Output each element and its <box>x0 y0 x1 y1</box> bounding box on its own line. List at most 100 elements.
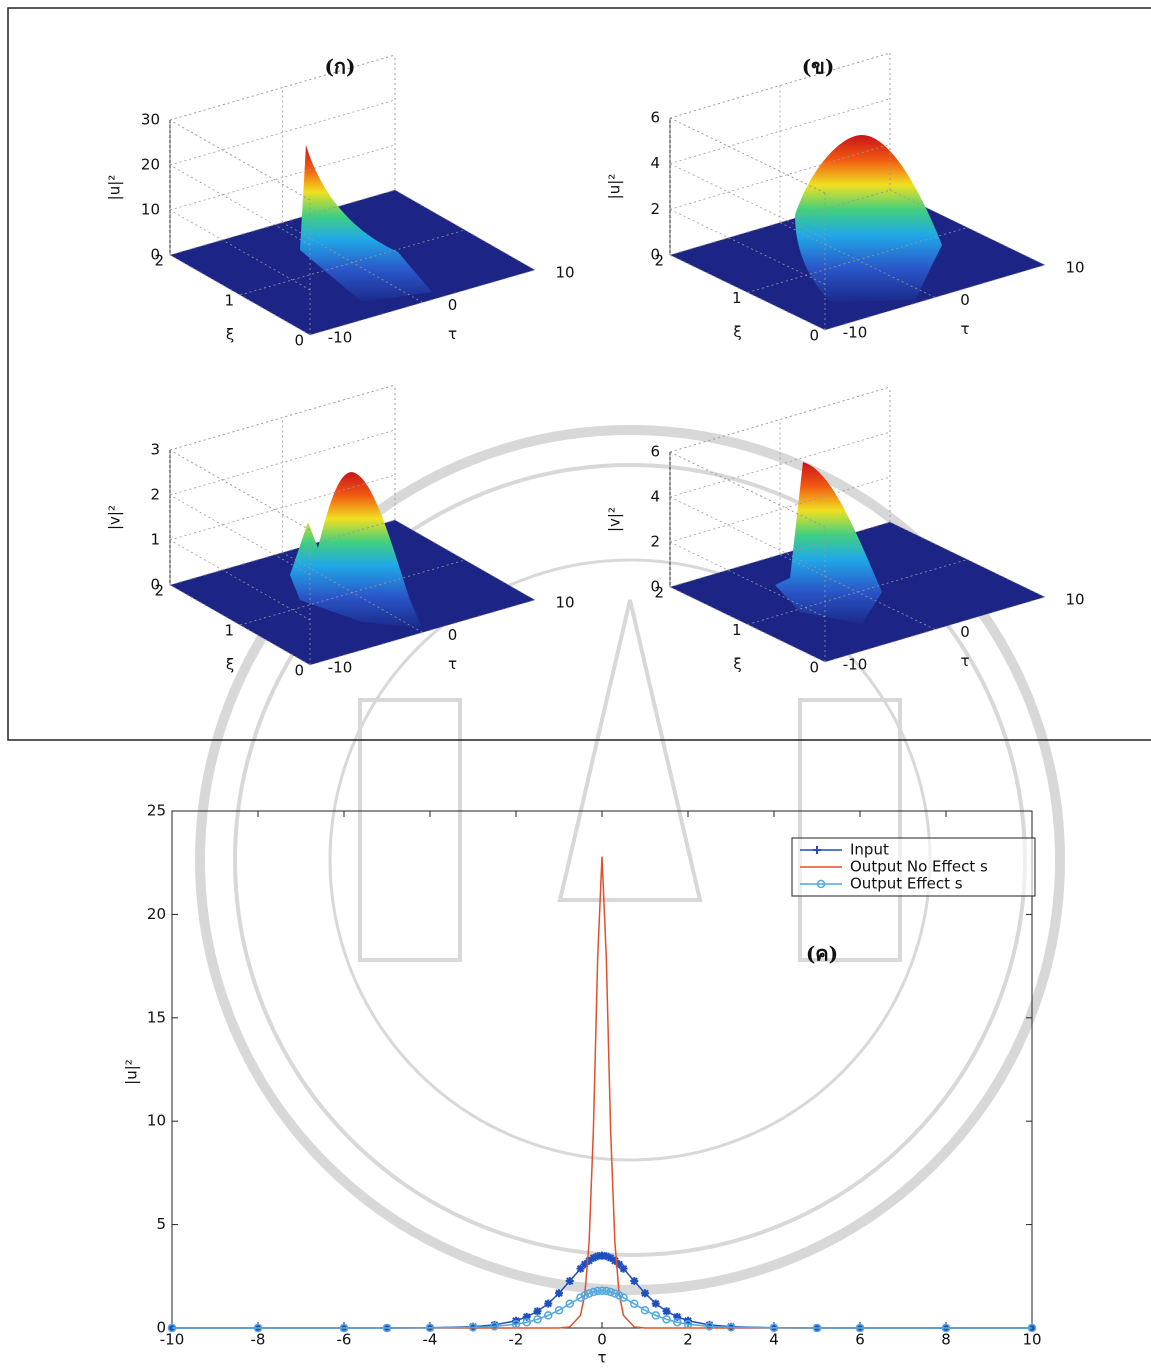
star-marker <box>615 1260 624 1269</box>
circle-marker <box>589 1287 598 1297</box>
x-tick-label: -10 <box>328 659 353 677</box>
y-tick-label: 15 <box>147 1008 166 1026</box>
grid-line <box>889 189 1046 266</box>
y-tick-label: 0 <box>294 662 304 680</box>
grid-line <box>669 386 891 453</box>
star-marker <box>651 1299 660 1308</box>
circle-marker <box>522 1317 531 1327</box>
grid-line <box>282 552 423 633</box>
circle-marker <box>614 1291 624 1300</box>
x-axis-label: τ <box>448 325 457 343</box>
x-tick-label: 8 <box>941 1331 951 1349</box>
legend-label: Output Effect s <box>850 875 963 893</box>
star-marker <box>593 1252 602 1261</box>
circle-marker <box>610 1289 620 1298</box>
star-marker <box>705 1320 714 1329</box>
circle-marker <box>425 1323 435 1333</box>
y-axis-label: ξ <box>226 656 234 674</box>
y-tick-label: 2 <box>654 252 664 270</box>
z-axis-label: |u|² <box>106 175 124 201</box>
y-axis-label: ξ <box>733 655 741 673</box>
grid-line <box>669 189 891 256</box>
star-marker <box>619 1264 628 1273</box>
x-tick-label: 2 <box>683 1331 693 1349</box>
circle-marker <box>511 1320 521 1329</box>
grid-line <box>169 384 396 451</box>
circle-marker <box>468 1323 478 1332</box>
z-tick-label: 0 <box>150 576 160 594</box>
x-tick-label: -10 <box>160 1331 185 1349</box>
grid-line <box>309 599 536 666</box>
grid-line <box>309 269 536 336</box>
star-marker <box>580 1260 589 1269</box>
z-axis-label: |u|² <box>606 174 624 200</box>
circle-marker <box>167 1323 177 1333</box>
grid-line <box>169 539 311 621</box>
star-marker <box>641 1289 649 1298</box>
grid-line <box>779 554 936 630</box>
z-tick-label: 2 <box>650 200 660 218</box>
z-tick-label: 0 <box>650 246 660 264</box>
circle-marker <box>593 1286 602 1296</box>
y-tick-label: 5 <box>156 1215 166 1233</box>
star-marker <box>576 1264 585 1273</box>
grid-line <box>669 52 891 119</box>
x-tick-label: -10 <box>328 329 353 347</box>
z-tick-label: 20 <box>141 156 160 174</box>
circle-marker <box>662 1315 671 1324</box>
circle-marker <box>576 1293 585 1302</box>
x-tick-label: -10 <box>843 324 868 342</box>
series-line <box>172 1290 1032 1329</box>
grid-line <box>747 227 968 293</box>
x-tick-label: -2 <box>509 1331 524 1349</box>
circle-marker <box>584 1289 594 1298</box>
x-tick-label: 0 <box>960 623 970 641</box>
z-axis-label: |v|² <box>106 505 124 530</box>
z-tick-label: 2 <box>650 533 660 551</box>
x-axis-label: τ <box>960 652 969 670</box>
z-tick-label: 2 <box>150 486 160 504</box>
y-tick-label: 0 <box>294 332 304 350</box>
x-tick-label: 10 <box>555 264 574 282</box>
circle-marker <box>253 1323 263 1333</box>
x-tick-label: 0 <box>448 626 458 644</box>
y-tick-label: 2 <box>154 252 164 270</box>
circle-marker <box>1027 1323 1037 1333</box>
grid-line <box>669 143 891 210</box>
star-marker <box>673 1312 682 1321</box>
star-marker <box>565 1277 574 1286</box>
grid-line <box>669 431 891 498</box>
circle-marker <box>941 1323 951 1333</box>
x-tick-label: -4 <box>423 1331 438 1349</box>
y-tick-label: 2 <box>654 584 664 602</box>
surface <box>300 145 432 302</box>
z-tick-label: 3 <box>150 441 160 459</box>
circle-marker <box>640 1305 650 1315</box>
star-marker <box>522 1312 531 1321</box>
circle-marker <box>580 1291 590 1300</box>
circle-marker <box>673 1317 682 1327</box>
grid-line <box>169 99 396 166</box>
x-tick-label: 10 <box>1065 259 1084 277</box>
legend-marker <box>813 846 821 854</box>
x-axis-label: τ <box>960 320 969 338</box>
x-tick-label: -6 <box>337 1331 352 1349</box>
grid-line <box>824 596 1046 663</box>
grid-line <box>169 494 311 576</box>
y-tick-label: 2 <box>154 582 164 600</box>
grid-line <box>394 519 536 601</box>
y-tick-label: 1 <box>732 621 742 639</box>
z-tick-label: 1 <box>150 531 160 549</box>
star-marker <box>585 1256 594 1265</box>
grid-line <box>779 222 936 298</box>
star-marker <box>533 1307 542 1316</box>
z-tick-label: 4 <box>650 488 660 506</box>
star-marker <box>610 1256 619 1265</box>
circle-marker <box>597 1286 607 1296</box>
grid-line <box>669 496 826 573</box>
y-axis-label: ξ <box>733 323 741 341</box>
grid-line <box>669 163 826 240</box>
y-axis-label: ξ <box>226 326 234 344</box>
circle-marker <box>619 1293 628 1302</box>
